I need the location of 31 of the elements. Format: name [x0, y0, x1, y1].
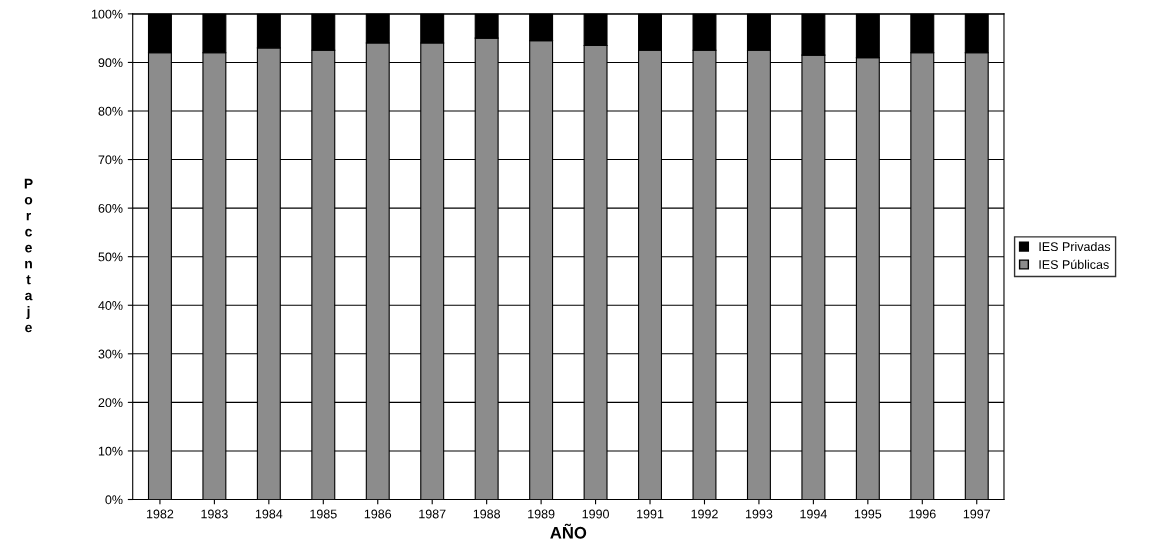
x-tick-label: 1996	[909, 509, 936, 519]
x-tick-label: 1983	[201, 509, 228, 519]
y-tick-label: 90%	[98, 58, 123, 68]
legend-label: IES Públicas	[1039, 259, 1109, 269]
y-tick-label: 30%	[98, 349, 123, 359]
legend-label: IES Privadas	[1039, 241, 1111, 252]
x-tick-label: 1987	[419, 509, 446, 519]
y-tick-label: 60%	[98, 203, 123, 213]
x-tick-label: 1992	[691, 509, 718, 519]
x-tick-label: 1991	[637, 509, 664, 519]
x-tick-label: 1990	[582, 509, 609, 519]
y-tick-label: 40%	[98, 301, 123, 310]
y-tick-label: 70%	[98, 155, 123, 165]
x-axis-title: AÑO	[550, 523, 587, 539]
x-tick-label: 1994	[800, 509, 827, 519]
x-tick-label: 1995	[854, 509, 882, 519]
x-tick-label: 1984	[255, 509, 283, 519]
x-tick-label: 1986	[364, 509, 392, 519]
x-tick-label: 1985	[310, 509, 337, 519]
y-tick-label: 20%	[98, 398, 123, 408]
x-tick-label: 1982	[146, 509, 174, 519]
x-tick-label: 1989	[528, 509, 555, 519]
x-tick-label: 1988	[473, 509, 501, 519]
y-tick-label: 50%	[98, 252, 123, 262]
text: P o r c e n t a j e	[24, 178, 33, 333]
y-tick-label: 80%	[98, 106, 123, 116]
y-tick-label: 10%	[98, 446, 123, 456]
y-tick-label: 100%	[91, 9, 123, 19]
y-tick-label: 0%	[105, 495, 123, 505]
x-tick-label: 1997	[963, 509, 991, 519]
x-tick-label: 1993	[745, 509, 773, 519]
